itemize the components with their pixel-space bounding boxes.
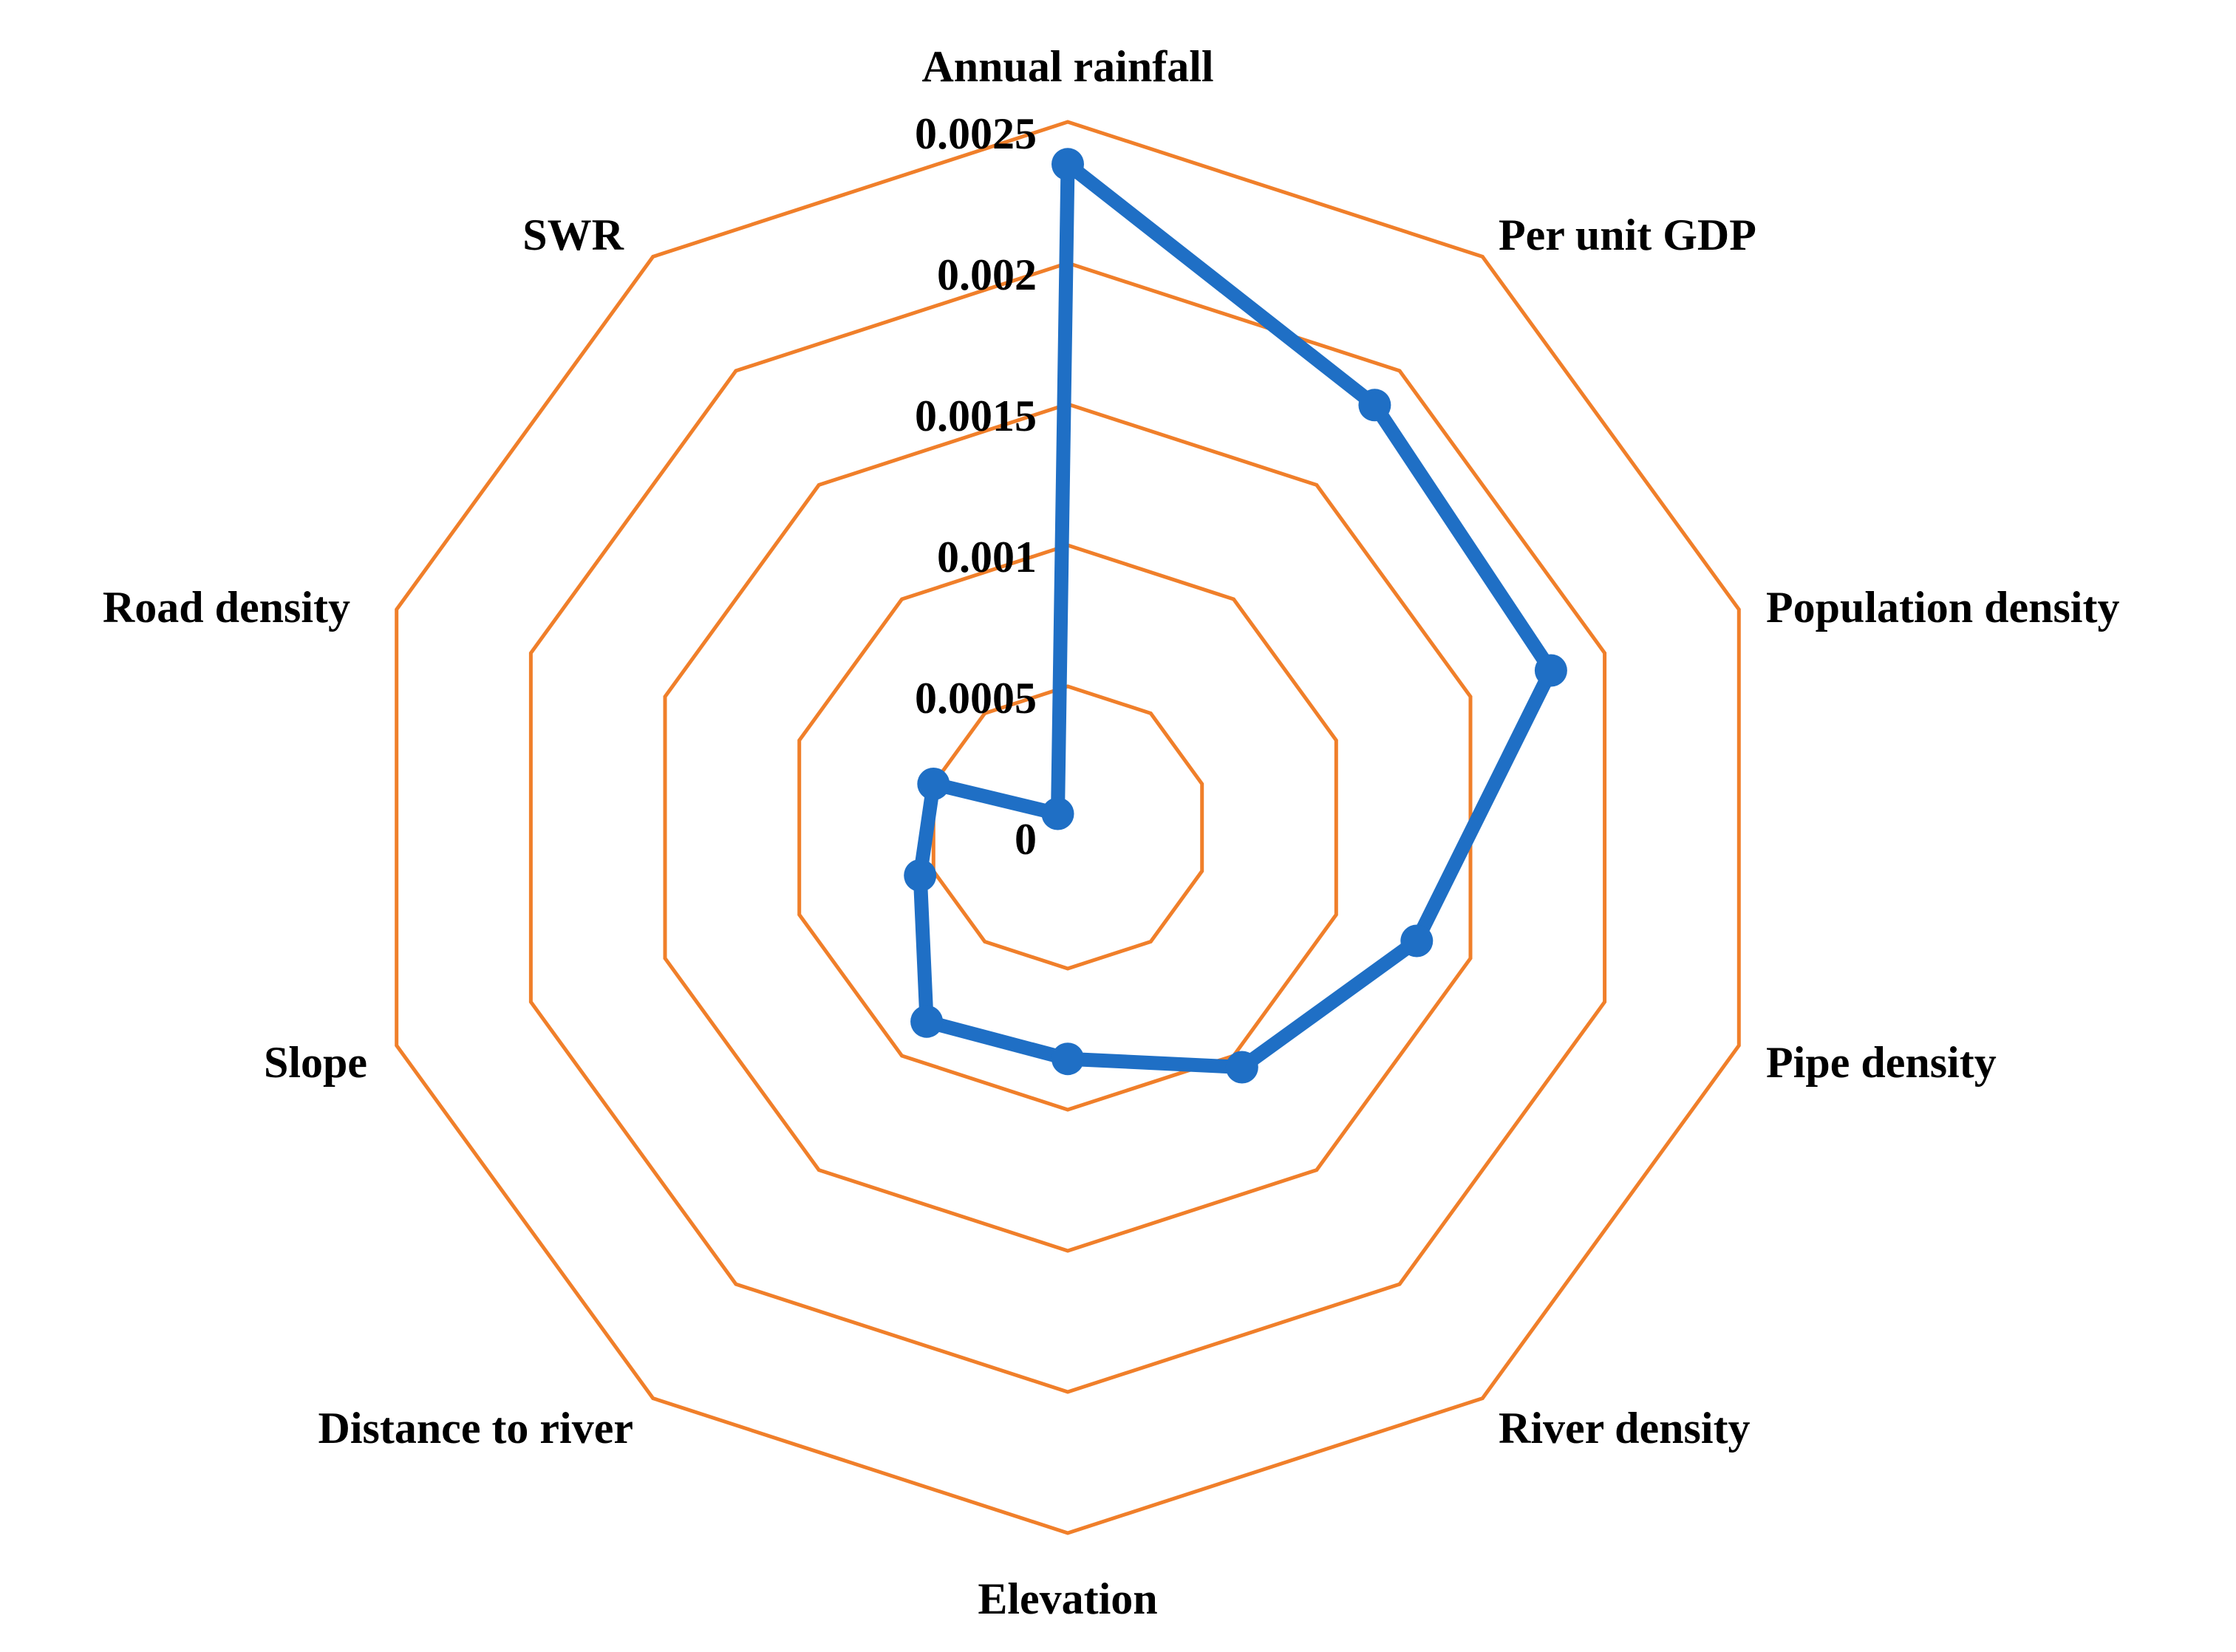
tick-label-0: 0 (1015, 815, 1037, 864)
tick-label-2: 0.001 (937, 533, 1037, 581)
category-label-5: Elevation (978, 1574, 1157, 1623)
category-label-3: Pipe density (1766, 1038, 1997, 1087)
category-label-1: Per unit GDP (1499, 211, 1756, 259)
grid-ring-3 (663, 402, 1473, 1253)
data-point-4 (1225, 1051, 1258, 1084)
category-label-layer: Annual rainfall Per unit GDP Population de… (103, 42, 2120, 1623)
grid-ring-4 (528, 261, 1607, 1394)
data-point-8 (917, 768, 950, 800)
tick-label-layer: 0 0.0005 0.001 0.0015 0.002 0.0025 (915, 109, 1037, 864)
category-label-9: SWR (522, 211, 624, 259)
data-point-0 (1051, 148, 1084, 181)
tick-label-3: 0.0015 (915, 392, 1037, 440)
series-layer (904, 148, 1567, 1084)
category-label-2: Population density (1766, 583, 2119, 632)
data-point-6 (910, 1005, 944, 1038)
category-label-8: Road density (103, 583, 350, 632)
grid-ring-2 (797, 543, 1338, 1112)
category-label-7: Slope (264, 1038, 367, 1087)
data-point-9 (1041, 797, 1074, 830)
series-line-0 (913, 157, 1558, 1074)
category-label-0: Annual rainfall (921, 42, 1213, 91)
tick-label-4: 0.002 (937, 250, 1037, 299)
tick-label-5: 0.0025 (915, 109, 1037, 158)
category-label-4: River density (1499, 1404, 1751, 1453)
grid-ring-5 (395, 120, 1741, 1535)
data-point-5 (1051, 1042, 1084, 1076)
data-point-3 (1400, 924, 1434, 958)
data-point-2 (1534, 654, 1567, 687)
grid-ring-1 (931, 684, 1204, 971)
tick-label-1: 0.0005 (915, 674, 1037, 723)
data-point-7 (904, 859, 937, 892)
data-point-1 (1358, 389, 1391, 422)
category-label-6: Distance to river (318, 1404, 633, 1453)
grid-layer (395, 120, 1741, 1535)
